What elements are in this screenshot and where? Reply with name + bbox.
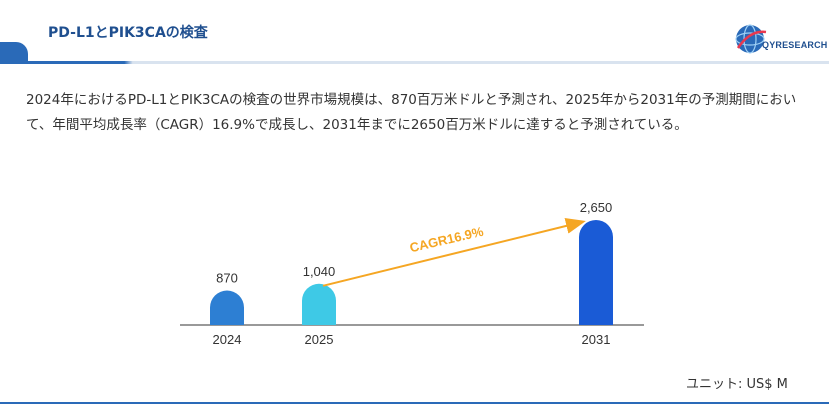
cagr-annotation: CAGR16.9%: [408, 224, 485, 256]
bar-2031: [579, 220, 613, 325]
category-label-2031: 2031: [582, 332, 611, 347]
unit-label: ユニット: US$ M: [686, 377, 788, 392]
logo-text: QYRESEARCH: [762, 40, 828, 50]
value-label-2031: 2,650: [580, 200, 613, 215]
cagr-arrow: [322, 218, 586, 287]
market-size-bar-chart: 870 2024 1,040 2025 2,650 2031 CAGR16.9%: [180, 200, 644, 347]
footer-divider: [0, 402, 829, 404]
category-label-2024: 2024: [213, 332, 242, 347]
header: PD-L1とPIK3CAの検査 QYRESEARCH: [0, 0, 829, 64]
value-label-2025: 1,040: [303, 264, 336, 279]
qyresearch-logo-icon: [735, 24, 767, 54]
header-divider: [0, 61, 829, 64]
value-label-2024: 870: [216, 271, 238, 286]
bar-2025: [302, 283, 336, 325]
page-title: PD-L1とPIK3CAの検査: [48, 25, 208, 41]
description-text: 2024年におけるPD-L1とPIK3CAの検査の世界市場規模は、870百万米ド…: [26, 92, 797, 133]
bar-2024: [210, 290, 244, 325]
category-label-2025: 2025: [305, 332, 334, 347]
header-accent-tab: [0, 42, 28, 64]
